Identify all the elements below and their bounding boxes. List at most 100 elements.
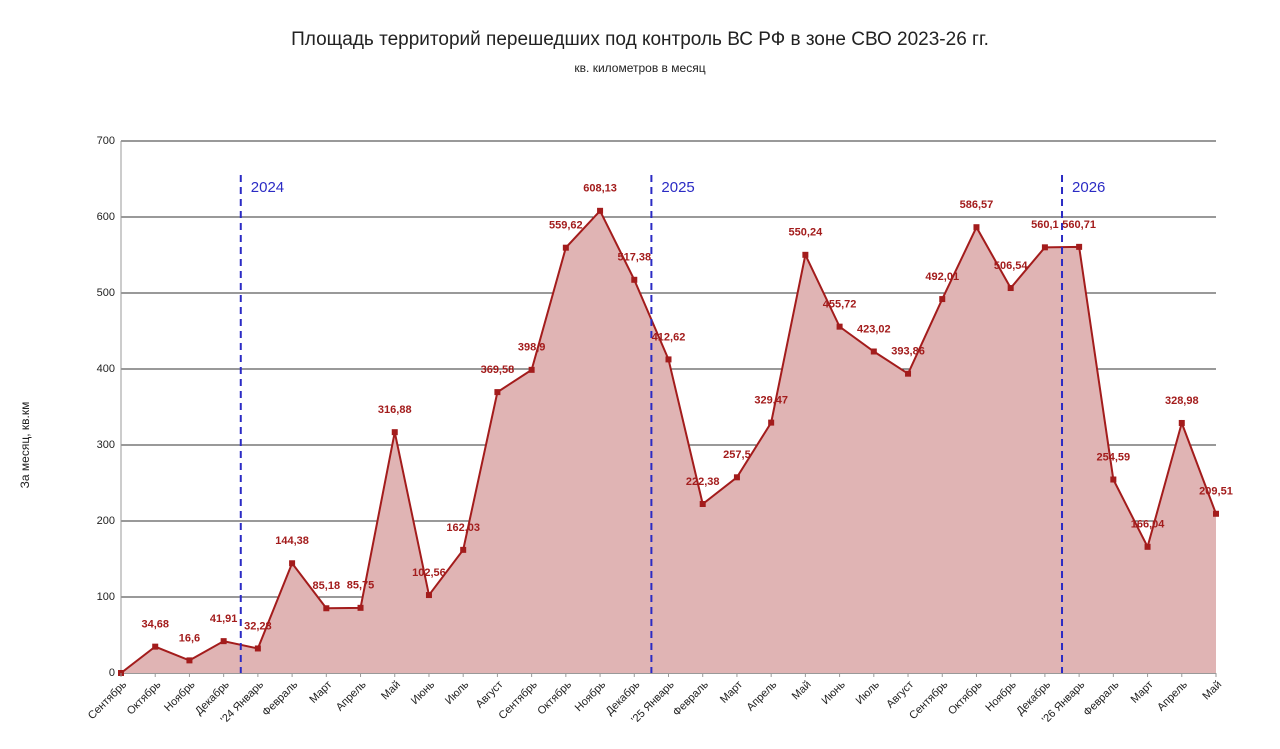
y-tick-label: 300 [97,439,115,451]
x-tick-label: Апрель [744,679,779,714]
x-tick-label: Август [884,679,916,711]
marker [528,366,535,373]
x-tick-label: Март [1129,679,1156,706]
marker [289,560,296,567]
marker [836,323,843,330]
value-label: 560,71 [1062,219,1096,231]
marker [973,224,980,231]
value-label: 393,86 [891,346,925,358]
marker [254,645,261,652]
value-label: 412,62 [652,331,686,343]
x-tick-label: Февраль [260,679,300,719]
marker [870,348,877,355]
value-label: 32,28 [244,620,272,632]
marker [357,604,364,611]
value-label: 34,68 [141,619,169,631]
value-label: 455,72 [823,299,857,311]
y-tick-label: 400 [97,363,115,375]
marker [1178,419,1185,426]
x-tick-label: Март [718,679,745,706]
value-label: 254,59 [1097,451,1131,463]
value-label: 162,03 [446,522,480,534]
year-label: 2026 [1072,179,1105,196]
value-label: 608,13 [583,183,617,195]
value-label: 517,38 [617,252,651,264]
y-tick-label: 200 [97,515,115,527]
marker [1213,510,1219,517]
marker [186,657,193,664]
value-label: 85,75 [347,580,375,592]
x-tick-label: Октябрь [535,679,574,718]
marker [699,500,706,507]
marker [460,546,467,553]
x-tick-label: Июль [854,679,883,708]
x-tick-label: Июнь [820,679,848,707]
x-tick-label: Май [790,679,814,703]
value-label: 16,6 [179,632,200,644]
marker [1110,476,1117,483]
x-tick-label: Октябрь [946,679,985,718]
value-label: 506,54 [994,260,1029,272]
value-label: 492,01 [925,271,959,283]
marker [494,389,501,396]
marker [1144,543,1151,550]
value-label: 398,9 [518,342,546,354]
chart-title: Площадь территорий перешедших под контро… [291,29,989,50]
value-label: 560,1 [1031,219,1059,231]
x-tick-label: Август [474,679,506,711]
marker [1076,243,1083,250]
y-tick-label: 700 [97,135,115,147]
x-tick-label: Февраль [1081,679,1121,719]
x-tick-label: Май [379,679,403,703]
x-tick-label: Март [307,679,334,706]
value-label: 166,04 [1131,519,1166,531]
value-label: 144,38 [275,535,309,547]
x-tick-label: Май [1200,679,1224,703]
marker [939,296,946,303]
chart-subtitle: кв. километров в месяц [574,61,705,75]
marker [905,370,912,377]
value-label: 586,57 [960,199,994,211]
y-tick-label: 500 [97,287,115,299]
marker [323,605,330,612]
marker [152,643,159,650]
x-tick-label: Февраль [671,679,711,719]
marker [1007,285,1014,292]
value-label: 369,58 [481,364,515,376]
y-axis-label: За месяц, кв.км [18,402,32,489]
value-label: 423,02 [857,323,891,335]
marker [768,419,775,426]
value-label: 85,18 [313,580,341,592]
value-label: 222,38 [686,476,720,488]
marker [802,251,809,258]
value-label: 559,62 [549,220,583,232]
y-tick-label: 100 [97,591,115,603]
marker [597,207,604,214]
x-tick-label: Апрель [1155,679,1190,714]
x-tick-label: Октябрь [125,679,164,718]
x-tick-label: Июль [443,679,472,708]
marker [665,356,672,363]
marker [425,592,432,599]
x-tick-label: Апрель [334,679,369,714]
marker [733,474,740,481]
value-label: 257,5 [723,449,751,461]
marker [1041,244,1048,251]
marker [391,429,398,436]
y-tick-label: 600 [97,211,115,223]
value-label: 102,56 [412,567,446,579]
marker [220,638,227,645]
value-label: 328,98 [1165,395,1199,407]
marker [631,276,638,283]
value-label: 41,91 [210,613,238,625]
area [121,210,1216,673]
value-label: 209,51 [1199,486,1233,498]
x-tick-label: Сентябрь [86,679,130,723]
marker [562,244,569,251]
year-label: 2024 [251,179,284,196]
x-tick-label: Июнь [409,679,437,707]
y-tick-label: 0 [109,667,115,679]
year-label: 2025 [661,179,694,196]
value-label: 316,88 [378,404,412,416]
